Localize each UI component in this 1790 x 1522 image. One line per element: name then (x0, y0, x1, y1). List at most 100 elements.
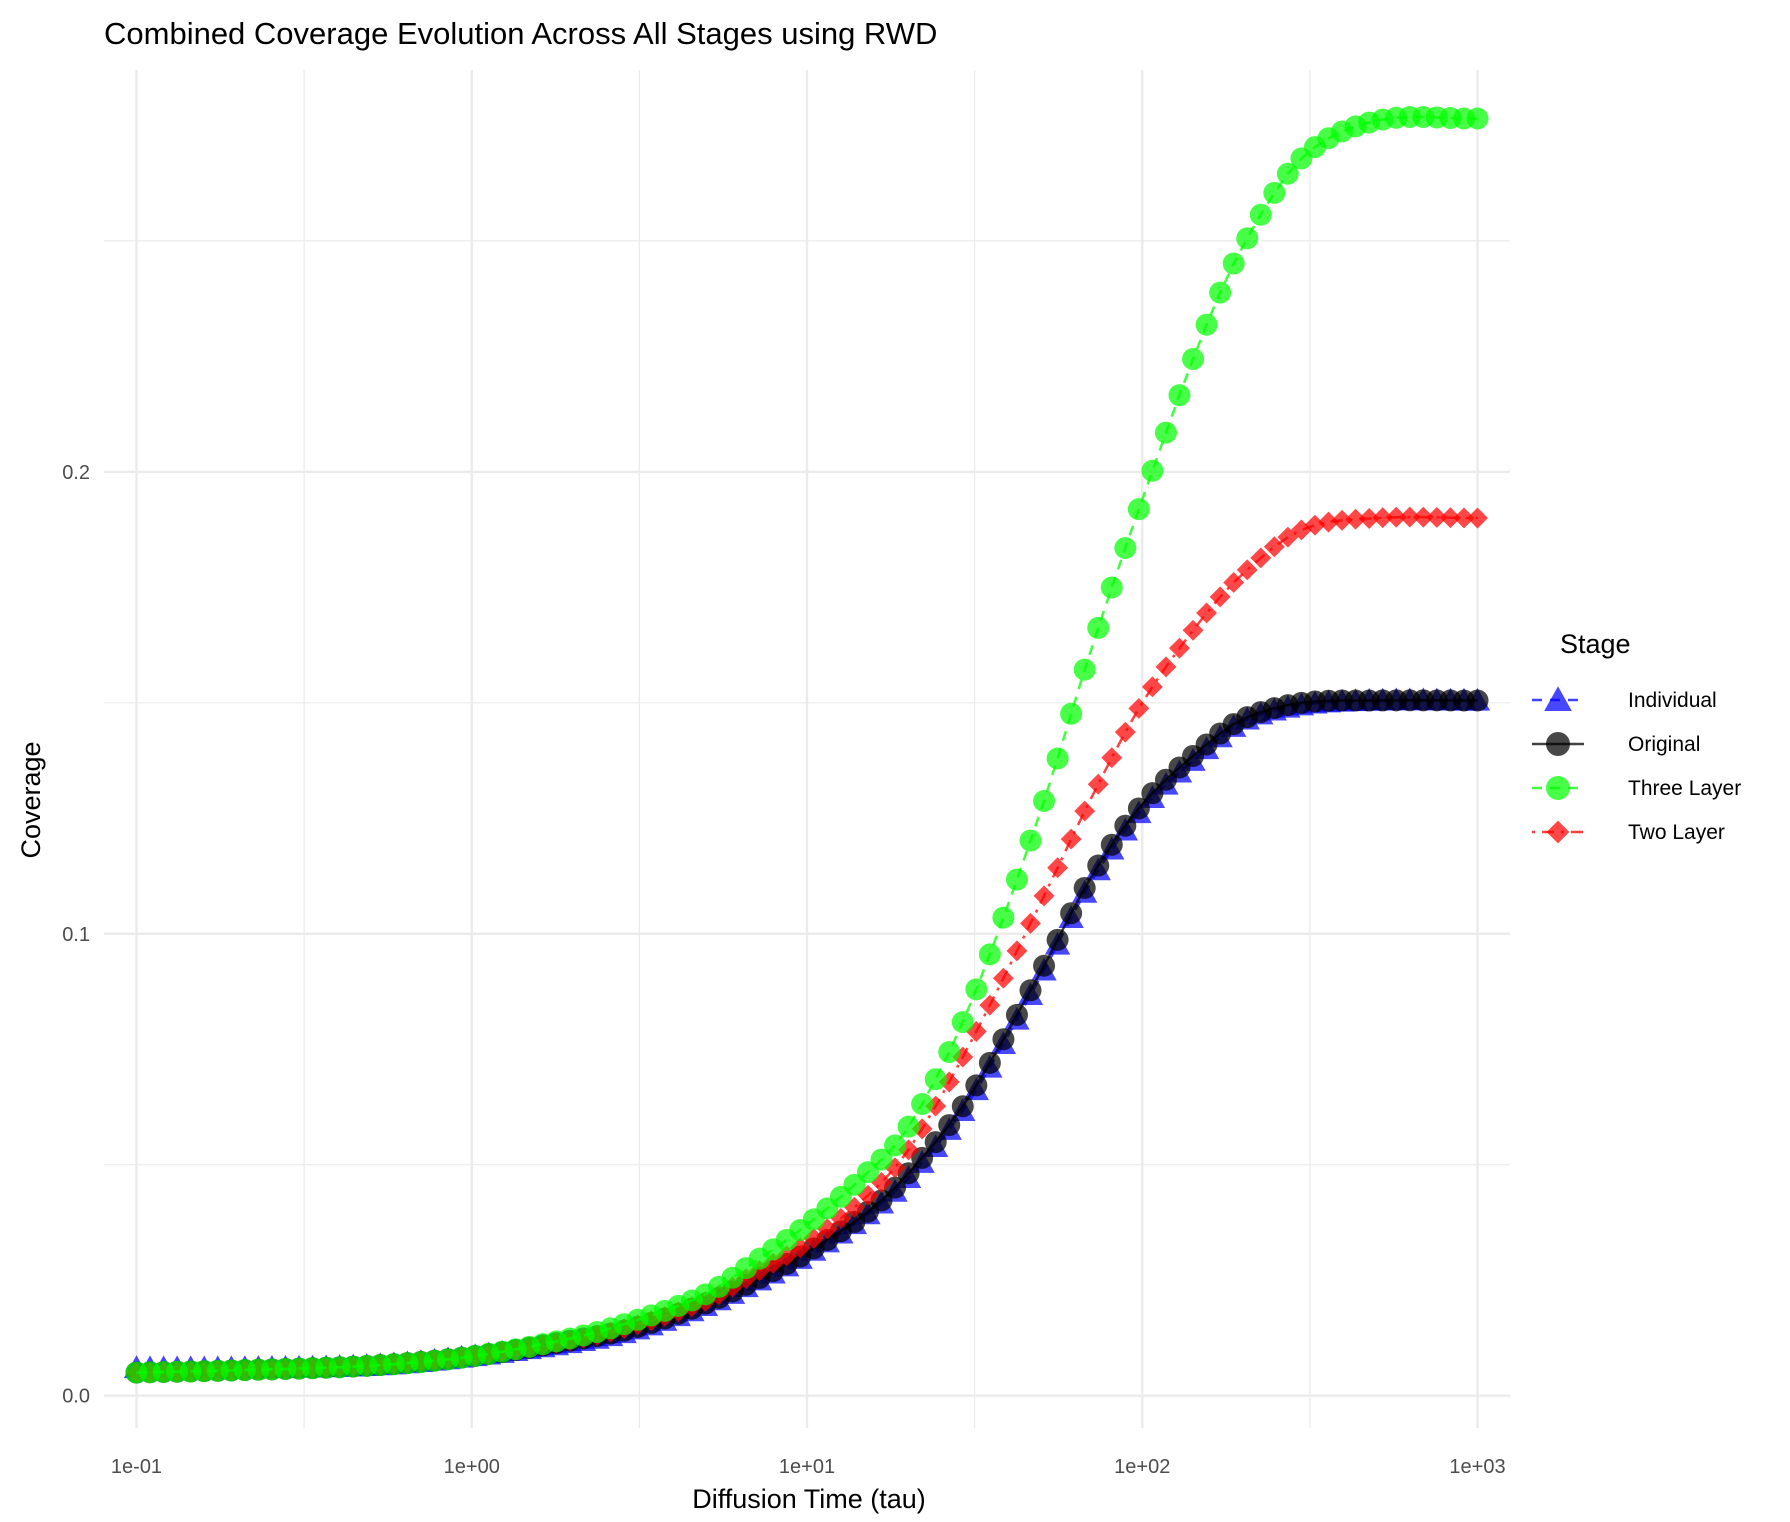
y-tick-label: 0.0 (62, 1386, 90, 1408)
x-tick-label: 1e+00 (444, 1456, 500, 1478)
data-point (1073, 658, 1096, 681)
data-point (1020, 912, 1041, 934)
x-axis-ticks: 1e-01 1e+00 1e+01 1e+02 1e+03 (111, 1456, 1506, 1478)
legend-label: Three Layer (1628, 777, 1741, 800)
series-three-layer (125, 106, 1489, 1384)
data-point (1141, 676, 1163, 698)
data-point (1169, 637, 1190, 659)
data-point (1467, 507, 1488, 529)
legend-item: Individual (1532, 686, 1717, 712)
data-point (978, 943, 1001, 966)
data-point (992, 967, 1014, 989)
data-point (1047, 857, 1069, 879)
data-point (1399, 506, 1421, 528)
data-point (938, 1114, 961, 1137)
data-point (1033, 954, 1056, 977)
data-point (1209, 586, 1231, 608)
legend-label: Two Layer (1628, 821, 1725, 844)
legend-label: Individual (1628, 689, 1717, 712)
y-axis-title: Coverage (16, 741, 46, 858)
x-tick-label: 1e+01 (779, 1456, 835, 1478)
data-point (924, 1131, 947, 1154)
data-point (1345, 508, 1367, 530)
chart-title: Combined Coverage Evolution Across All S… (104, 16, 937, 51)
data-point (965, 978, 988, 1001)
data-point (1304, 514, 1326, 536)
x-tick-label: 1e+02 (1114, 1456, 1170, 1478)
data-point (1073, 876, 1096, 899)
data-point (1466, 107, 1489, 130)
data-point (979, 994, 1001, 1016)
data-point (816, 1218, 838, 1240)
data-point (1033, 790, 1056, 813)
data-point (1249, 203, 1272, 226)
legend-item: Three Layer (1532, 776, 1741, 800)
data-point (1331, 509, 1353, 531)
data-point (1101, 747, 1123, 769)
data-point (1290, 519, 1312, 541)
data-point (1195, 313, 1218, 336)
legend-label: Original (1628, 733, 1700, 756)
data-point (1127, 797, 1150, 820)
data-point (938, 1071, 960, 1093)
data-point (1006, 940, 1028, 962)
data-point (884, 1134, 907, 1157)
data-point (1087, 773, 1109, 795)
data-point (1236, 227, 1259, 250)
data-point (992, 906, 1015, 929)
y-tick-label: 0.2 (62, 462, 90, 484)
legend-key-marker (1546, 776, 1570, 800)
data-point (1466, 689, 1489, 712)
data-point (1046, 928, 1069, 951)
data-point (924, 1068, 947, 1091)
data-point (1005, 868, 1028, 891)
data-point (1372, 507, 1394, 529)
legend-item: Two Layer (1532, 820, 1725, 844)
data-point (1060, 702, 1083, 725)
data-point (1439, 507, 1461, 529)
data-point (911, 1146, 934, 1169)
plot-grid (104, 70, 1510, 1428)
legend-title: Stage (1560, 629, 1631, 659)
data-point (1318, 511, 1339, 533)
data-point (1100, 833, 1123, 856)
data-point (871, 1171, 892, 1193)
data-point (1453, 507, 1475, 529)
data-point (1141, 782, 1164, 805)
data-point (1426, 506, 1448, 528)
data-point (911, 1092, 934, 1115)
data-point (925, 1095, 947, 1117)
data-point (1222, 252, 1245, 275)
data-point (857, 1184, 879, 1206)
legend-key-marker (1544, 686, 1572, 712)
data-point (1155, 656, 1177, 678)
data-point (1128, 697, 1150, 719)
data-point (1074, 800, 1096, 822)
data-point (1114, 721, 1136, 743)
data-point (1141, 459, 1164, 482)
data-point (897, 1115, 920, 1138)
data-point (952, 1046, 974, 1068)
data-point (870, 1148, 893, 1171)
data-point (1046, 747, 1069, 770)
data-point (1060, 828, 1082, 850)
legend-key-marker (1546, 820, 1570, 844)
data-point (1005, 1003, 1028, 1026)
data-point (1276, 162, 1299, 185)
data-point (1114, 536, 1137, 559)
data-point (978, 1051, 1001, 1074)
data-point (1127, 498, 1150, 521)
y-tick-label: 0.1 (62, 924, 90, 946)
data-point (1209, 281, 1232, 304)
data-point (749, 1260, 771, 1282)
data-point (938, 1041, 961, 1064)
data-point (1019, 829, 1042, 852)
data-point (1263, 181, 1286, 204)
data-point (1182, 619, 1204, 641)
data-point (1033, 885, 1055, 907)
legend-key-marker (1546, 732, 1570, 756)
data-point (1236, 559, 1258, 581)
data-point (1060, 902, 1083, 925)
data-point (1358, 508, 1380, 529)
